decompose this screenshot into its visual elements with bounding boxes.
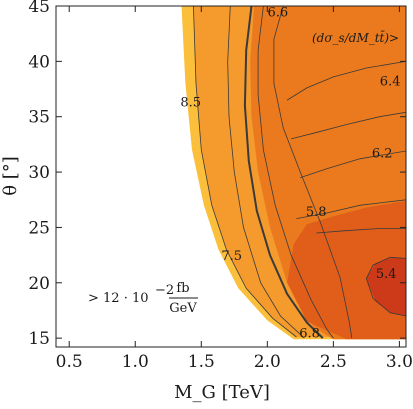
contour-6.8 bbox=[257, 6, 334, 339]
contour-6.4 bbox=[286, 61, 406, 101]
excluded-prefix: > 12 · 10 bbox=[88, 291, 149, 306]
x-tick-label: 1.0 bbox=[122, 352, 149, 372]
contour-label: 6.4 bbox=[380, 74, 401, 89]
contour-label: 5.8 bbox=[306, 205, 327, 220]
region-darker bbox=[287, 200, 406, 340]
x-tick-label: 3.0 bbox=[386, 352, 413, 372]
excluded-exponent: −2 bbox=[155, 283, 174, 298]
x-tick-label: 2.5 bbox=[320, 352, 347, 372]
contour-6.2 bbox=[300, 150, 406, 178]
contour-lines bbox=[193, 6, 406, 339]
excluded-numerator: fb bbox=[176, 281, 189, 296]
excluded-denominator: GeV bbox=[169, 301, 197, 316]
contour-label: 6.8 bbox=[299, 327, 320, 342]
y-tick-label: 25 bbox=[28, 218, 50, 238]
contour-5.4 bbox=[365, 256, 406, 317]
contour-7.5 bbox=[227, 6, 305, 339]
plot-frame bbox=[55, 5, 407, 348]
y-tick-label: 40 bbox=[28, 52, 50, 72]
x-tick-label: 2.0 bbox=[254, 352, 281, 372]
axis-ticks: 0.5 1.0 1.5 2.0 2.5 3.0 15 20 25 30 35 40 45 bbox=[28, 0, 413, 372]
contour-label: 7.5 bbox=[221, 249, 242, 264]
contour-label: 6.2 bbox=[372, 146, 393, 161]
y-tick-label: 30 bbox=[28, 163, 50, 183]
contour-label: 8.5 bbox=[180, 95, 201, 110]
y-tick-label: 45 bbox=[28, 0, 50, 17]
contour-label: 5.4 bbox=[376, 267, 397, 282]
contour-labels: 6.6 6.4 6.2 5.8 5.4 8.5 7.5 6.8 bbox=[180, 6, 400, 342]
contour-6.6 bbox=[273, 6, 353, 339]
contour-main bbox=[243, 6, 324, 339]
annotation-label: (dσ_s/dM_tt̄)> bbox=[312, 29, 399, 45]
x-tick-label: 0.5 bbox=[56, 352, 83, 372]
y-axis-label: θ [°] bbox=[0, 156, 21, 196]
contour-5.6 bbox=[316, 228, 406, 234]
x-axis-label: M_G [TeV] bbox=[174, 382, 270, 403]
x-tick-label: 1.5 bbox=[188, 352, 215, 372]
y-tick-label: 20 bbox=[28, 274, 50, 294]
contour-6.4b bbox=[291, 111, 406, 140]
y-tick-label: 15 bbox=[28, 329, 50, 349]
filled-regions bbox=[181, 6, 406, 340]
contour-8.5 bbox=[193, 6, 297, 338]
excluded-region-label: > 12 · 10 −2 fb GeV bbox=[88, 281, 198, 316]
contour-label: 6.6 bbox=[268, 6, 289, 21]
y-tick-label: 35 bbox=[28, 108, 50, 128]
contour-6.0 bbox=[296, 199, 406, 219]
